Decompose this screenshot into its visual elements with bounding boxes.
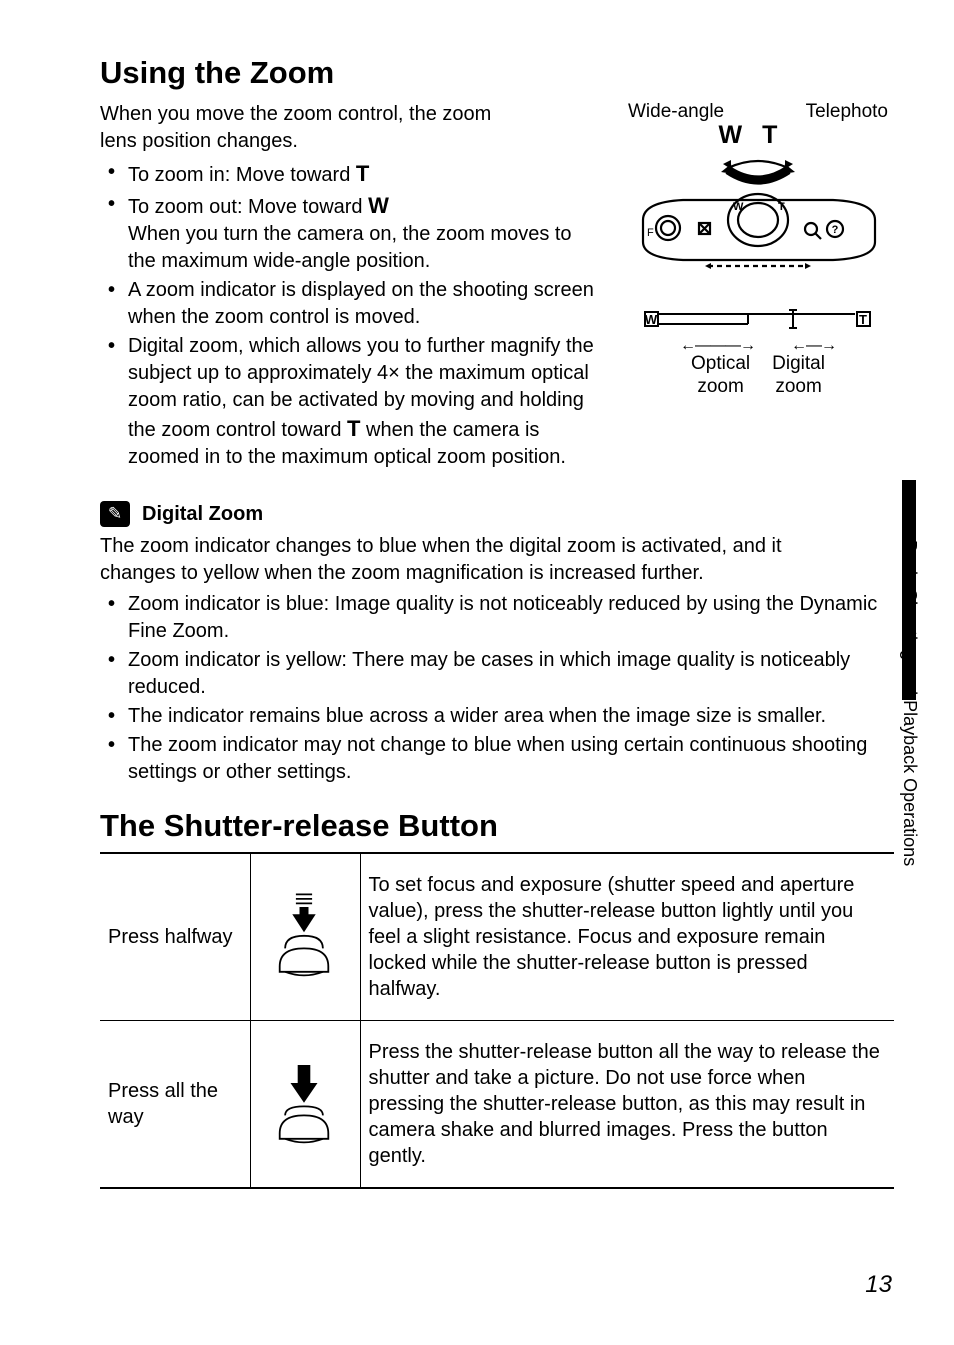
wt-letters: WT: [622, 121, 894, 150]
page-number: 13: [865, 1271, 892, 1299]
digital-zoom-subbullets: Zoom indicator is blue: Image quality is…: [100, 591, 894, 786]
letter-w-icon: W: [719, 121, 763, 149]
shutter-table: Press halfway To set focus and exposure …: [100, 852, 894, 1189]
zoom-type-labels: Opticalzoom Digitalzoom: [622, 353, 894, 399]
top-section: When you move the zoom control, the zoom…: [100, 101, 894, 473]
svg-text:W: W: [645, 312, 658, 327]
cell-halfway-icon: [250, 853, 360, 1021]
telephoto-label: Telephoto: [806, 101, 888, 123]
table-row: Press all the way Press the shutter-rele…: [100, 1021, 894, 1189]
press-all-way-icon: [269, 1056, 339, 1146]
svg-text:T: T: [859, 312, 867, 327]
list-item: The zoom indicator may not change to blu…: [100, 732, 894, 786]
zoom-bullets: To zoom in: Move toward T To zoom out: M…: [100, 159, 604, 471]
side-tab-text: Basic Shooting and Playback Operations: [899, 540, 920, 866]
diagram-top-labels: Wide-angle Telephoto: [622, 101, 894, 123]
list-item: The indicator remains blue across a wide…: [100, 703, 894, 730]
optical-zoom-label: Opticalzoom: [691, 353, 750, 399]
diagram-small-w: W: [733, 201, 744, 213]
camera-top-diagram-icon: ? W T F: [623, 150, 893, 280]
intro-text: When you move the zoom control, the zoom…: [100, 101, 530, 155]
digital-zoom-note-header: ✎ Digital Zoom: [100, 501, 894, 527]
list-item: Zoom indicator is blue: Image quality is…: [100, 591, 894, 645]
svg-text:F: F: [647, 227, 654, 239]
side-tab: Basic Shooting and Playback Operations: [886, 540, 916, 920]
diagram-column: Wide-angle Telephoto WT: [604, 101, 894, 473]
heading-shutter: The Shutter-release Button: [100, 808, 894, 844]
letter-w-icon: W: [368, 193, 389, 218]
letter-t-icon: T: [762, 121, 797, 149]
zoom-bar-icon: W T: [643, 308, 873, 330]
bullet-subtext: When you turn the camera on, the zoom mo…: [128, 221, 604, 275]
cell-all-desc: Press the shutter-release button all the…: [360, 1021, 894, 1189]
zoom-indicator-diagram: W T ←———→ ←—→: [622, 308, 894, 399]
digital-zoom-title: Digital Zoom: [142, 503, 263, 526]
bullet-text: To zoom in: Move toward: [128, 164, 356, 186]
cell-halfway-desc: To set focus and exposure (shutter speed…: [360, 853, 894, 1021]
digital-zoom-label: Digitalzoom: [772, 353, 825, 399]
diagram-small-t: T: [778, 201, 785, 213]
bullet-text: To zoom out: Move toward: [128, 196, 368, 218]
bullet-zoom-in: To zoom in: Move toward T: [100, 159, 604, 189]
svg-text:?: ?: [832, 224, 839, 236]
cell-press-all: Press all the way: [100, 1021, 250, 1189]
pencil-icon: ✎: [100, 501, 130, 527]
wide-angle-label: Wide-angle: [628, 101, 724, 123]
top-left-column: When you move the zoom control, the zoom…: [100, 101, 604, 473]
digital-zoom-body: The zoom indicator changes to blue when …: [100, 533, 840, 587]
heading-using-zoom: Using the Zoom: [100, 55, 894, 91]
bullet-indicator: A zoom indicator is displayed on the sho…: [100, 277, 604, 331]
letter-t-icon: T: [356, 161, 369, 186]
cell-press-halfway: Press halfway: [100, 853, 250, 1021]
bullet-zoom-out: To zoom out: Move toward W When you turn…: [100, 191, 604, 275]
list-item: Zoom indicator is yellow: There may be c…: [100, 647, 894, 701]
table-row: Press halfway To set focus and exposure …: [100, 853, 894, 1021]
cell-all-icon: [250, 1021, 360, 1189]
press-halfway-icon: [269, 889, 339, 979]
letter-t-icon: T: [347, 416, 360, 441]
bullet-digital-zoom: Digital zoom, which allows you to furthe…: [100, 333, 604, 471]
page-root: Using the Zoom When you move the zoom co…: [0, 0, 954, 1345]
